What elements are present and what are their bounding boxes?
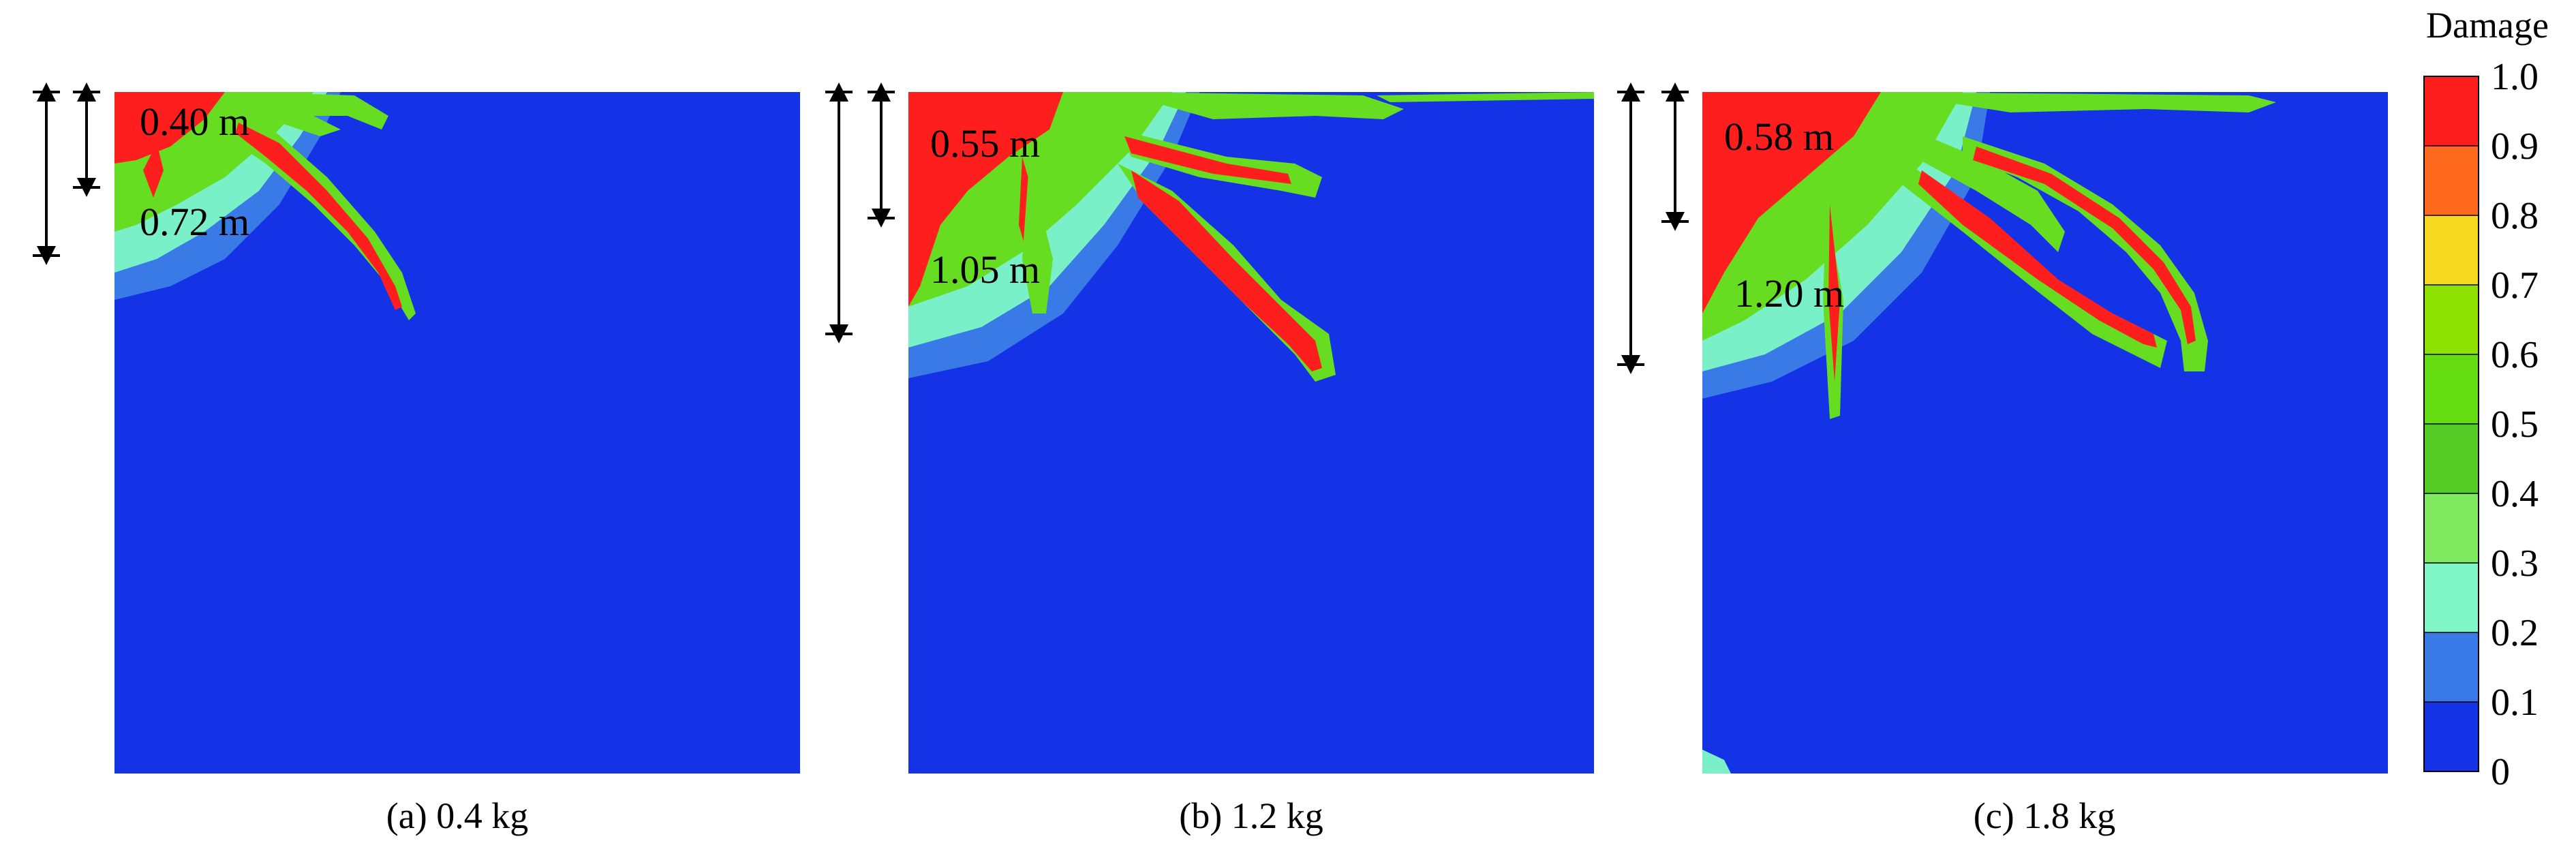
- colorbar-tick-label: 0.3: [2491, 542, 2539, 585]
- colorbar-tick-label: 0.2: [2491, 612, 2539, 654]
- colorbar-tick-label: 0.1: [2491, 681, 2539, 724]
- colorbar-swatch: [2424, 632, 2479, 703]
- colorbar-tick-label: 0.4: [2491, 473, 2539, 515]
- colorbar-swatch: [2424, 493, 2479, 564]
- colorbar-tick-label: 0.5: [2491, 403, 2539, 446]
- panel-c-damage-zone: [1702, 92, 2276, 773]
- colorbar-tick-label: 1.0: [2491, 56, 2539, 98]
- colorbar-swatch: [2424, 424, 2479, 494]
- colorbar: Damage 1.0 0.9 0.8 0.7 0.6 0.5 0.4 0.3 0.2 0.1 0: [2423, 5, 2549, 793]
- colorbar-tick-label: 0: [2491, 751, 2510, 793]
- panel-a-caption: (a) 0.4 kg: [386, 795, 528, 836]
- panel-c-dimension-arrows: [1617, 82, 1689, 374]
- colorbar-tick-label: 0.9: [2491, 125, 2539, 168]
- panel-b-dimension-arrows: [825, 82, 895, 343]
- colorbar-swatches: [2424, 76, 2479, 772]
- panel-a-crater-depth: 0.40 m: [140, 99, 249, 144]
- panel-b-caption: (b) 1.2 kg: [1179, 795, 1323, 836]
- colorbar-swatch: [2424, 76, 2479, 147]
- colorbar-swatch: [2424, 146, 2479, 216]
- colorbar-swatch: [2424, 354, 2479, 425]
- colorbar-title: Damage: [2426, 5, 2549, 46]
- panel-a-damage-depth: 0.72 m: [140, 200, 249, 244]
- colorbar-tick-label: 0.6: [2491, 334, 2539, 376]
- colorbar-frame: [2423, 76, 2479, 772]
- panel-b: 0.55 m 1.05 m (b) 1.2 kg: [825, 82, 1594, 836]
- colorbar-swatch: [2424, 215, 2479, 286]
- panel-b-crater-depth: 0.55 m: [930, 121, 1040, 166]
- panel-b-damage-zone: [908, 92, 1594, 382]
- colorbar-ticks: 1.0 0.9 0.8 0.7 0.6 0.5 0.4 0.3 0.2 0.1 0: [2491, 56, 2539, 793]
- panel-c: 0.58 m 1.20 m (c) 1.8 kg: [1617, 82, 2388, 836]
- colorbar-swatch: [2424, 285, 2479, 355]
- panel-a-dimension-arrows: [33, 82, 100, 265]
- panel-b-damage-depth: 1.05 m: [930, 247, 1040, 292]
- panel-c-damage-depth: 1.20 m: [1734, 271, 1844, 316]
- colorbar-swatch: [2424, 702, 2479, 772]
- panel-a: 0.40 m 0.72 m (a) 0.4 kg: [33, 82, 800, 836]
- panel-a-damage-zone: [114, 92, 416, 320]
- colorbar-swatch: [2424, 563, 2479, 633]
- colorbar-tick-label: 0.7: [2491, 264, 2539, 307]
- panel-c-caption: (c) 1.8 kg: [1974, 795, 2115, 836]
- panel-c-crater-depth: 0.58 m: [1724, 114, 1834, 159]
- colorbar-tick-label: 0.8: [2491, 195, 2539, 237]
